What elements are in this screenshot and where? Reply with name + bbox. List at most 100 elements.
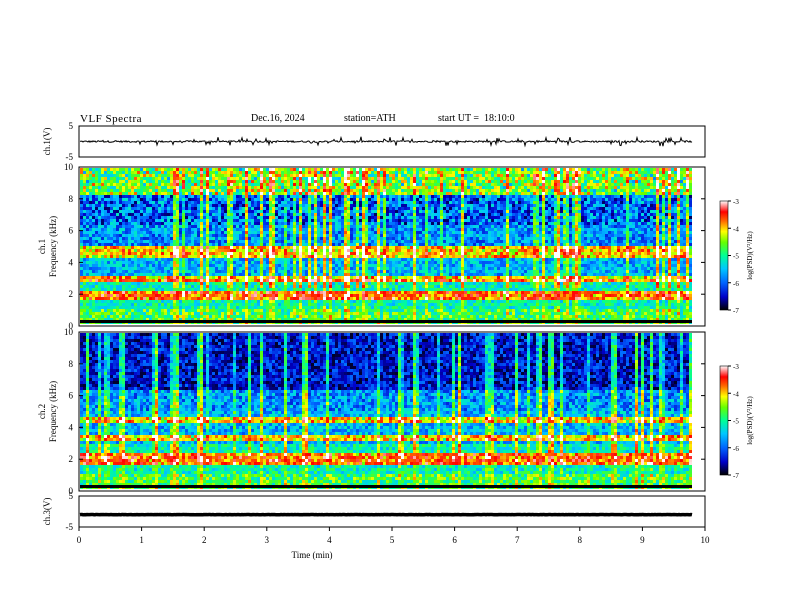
ch1-spec-cell [233,264,236,267]
ch1-spec-cell [209,297,212,300]
ch1-spec-cell [89,201,92,204]
ch1-spec-cell [101,204,104,207]
ch1-spec-cell [98,198,101,201]
ch1-spec-cell [140,198,143,201]
ch1-spec-cell [347,309,350,312]
ch1-spec-cell [173,300,176,303]
ch1-spec-cell [239,318,242,321]
ch1-spec-cell [98,267,101,270]
ch1-spec-cell [122,216,125,219]
ch1-spec-cell [98,213,101,216]
ch1-spec-cell [83,291,86,294]
ch1-spec-cell [275,198,278,201]
ch1-spec-cell [137,309,140,312]
ch1-spec-cell [359,243,362,246]
ch1-spec-cell [149,264,152,267]
ch1-spec-cell [323,171,326,174]
ch1-spec-cell [86,189,89,192]
ch1-spec-cell [248,201,251,204]
ch1-spec-cell [260,234,263,237]
ch1-spec-cell [365,222,368,225]
ch1-spec-cell [179,282,182,285]
ch1-spec-cell [152,285,155,288]
ch1-spec-cell [335,261,338,264]
ch1-spec-cell [128,204,131,207]
ch1-spec-cell [146,222,149,225]
ch1-spec-cell [260,189,263,192]
ch1-spec-cell [344,204,347,207]
ch1-spec-cell [125,189,128,192]
ch1-spec-cell [176,174,179,177]
ch1-spec-cell [98,288,101,291]
ch1-spec-cell [365,231,368,234]
ch1-spec-cell [149,195,152,198]
ch1-spec-cell [203,315,206,318]
ch1-spec-cell [347,294,350,297]
ch1-spec-cell [323,201,326,204]
ch1-spec-cell [326,282,329,285]
ch1-spec-cell [308,177,311,180]
ch1-spec-cell [176,198,179,201]
ch1-spec-cell [332,228,335,231]
ch1-spec-cell [200,258,203,261]
ch1-spec-cell [242,246,245,249]
ch1-spec-cell [221,285,224,288]
ch1-spec-cell [155,297,158,300]
ch1-spec-cell [233,243,236,246]
ch1-spec-cell [362,264,365,267]
ch1-spec-cell [191,297,194,300]
ch1-spec-cell [125,303,128,306]
ch1-spec-cell [194,264,197,267]
ch1-spec-cell [137,246,140,249]
ch1-spec-cell [113,180,116,183]
ch1-spec-cell [176,306,179,309]
ch1-spec-cell [215,225,218,228]
ch1-spec-cell [116,231,119,234]
ch1-spec-cell [248,258,251,261]
ch1-spec-cell [128,309,131,312]
ch1-spec-cell [326,240,329,243]
ch1-spec-cell [233,210,236,213]
ch1-spec-cell [359,231,362,234]
ch1-spec-cell [125,228,128,231]
ch1-spec-cell [236,309,239,312]
ch1-spec-cell [143,201,146,204]
ch1-spec-cell [347,291,350,294]
ch1-spec-cell [290,186,293,189]
ch1-spec-cell [137,171,140,174]
ch1-spec-cell [233,228,236,231]
ch1-spec-cell [296,225,299,228]
ch1-spec-cell [245,174,248,177]
ch1-spec-cell [248,300,251,303]
ch1-spec-cell [170,219,173,222]
ch1-spec-cell [242,204,245,207]
ch1-spec-cell [272,231,275,234]
ch1-spec-cell [218,312,221,315]
ch1-spec-cell [80,309,83,312]
ch1-spec-cell [293,318,296,321]
ch1-spec-cell [314,306,317,309]
ch1-spec-cell [248,225,251,228]
ch1-spec-cell [254,279,257,282]
ch1-spec-cell [290,234,293,237]
ch1-spec-cell [305,198,308,201]
ch1-spec-cell [194,186,197,189]
ch1-spec-cell [191,246,194,249]
ch1-spec-cell [182,255,185,258]
ch1-spec-cell [326,294,329,297]
ch1-spec-cell [164,303,167,306]
ch1-spec-cell [296,240,299,243]
ch1-spec-cell [134,243,137,246]
ch1-spec-cell [95,198,98,201]
ch1-spec-cell [305,255,308,258]
ch1-spec-cell [152,174,155,177]
ch1-spec-cell [128,231,131,234]
ch1-spec-cell [149,183,152,186]
ch1-spec-cell [101,201,104,204]
ch1-spec-cell [365,204,368,207]
ch1-spec-cell [233,249,236,252]
ch1-spec-cell [248,309,251,312]
ch1-spec-cell [89,267,92,270]
ch1-spec-cell [344,303,347,306]
ch1-spec-cell [155,231,158,234]
